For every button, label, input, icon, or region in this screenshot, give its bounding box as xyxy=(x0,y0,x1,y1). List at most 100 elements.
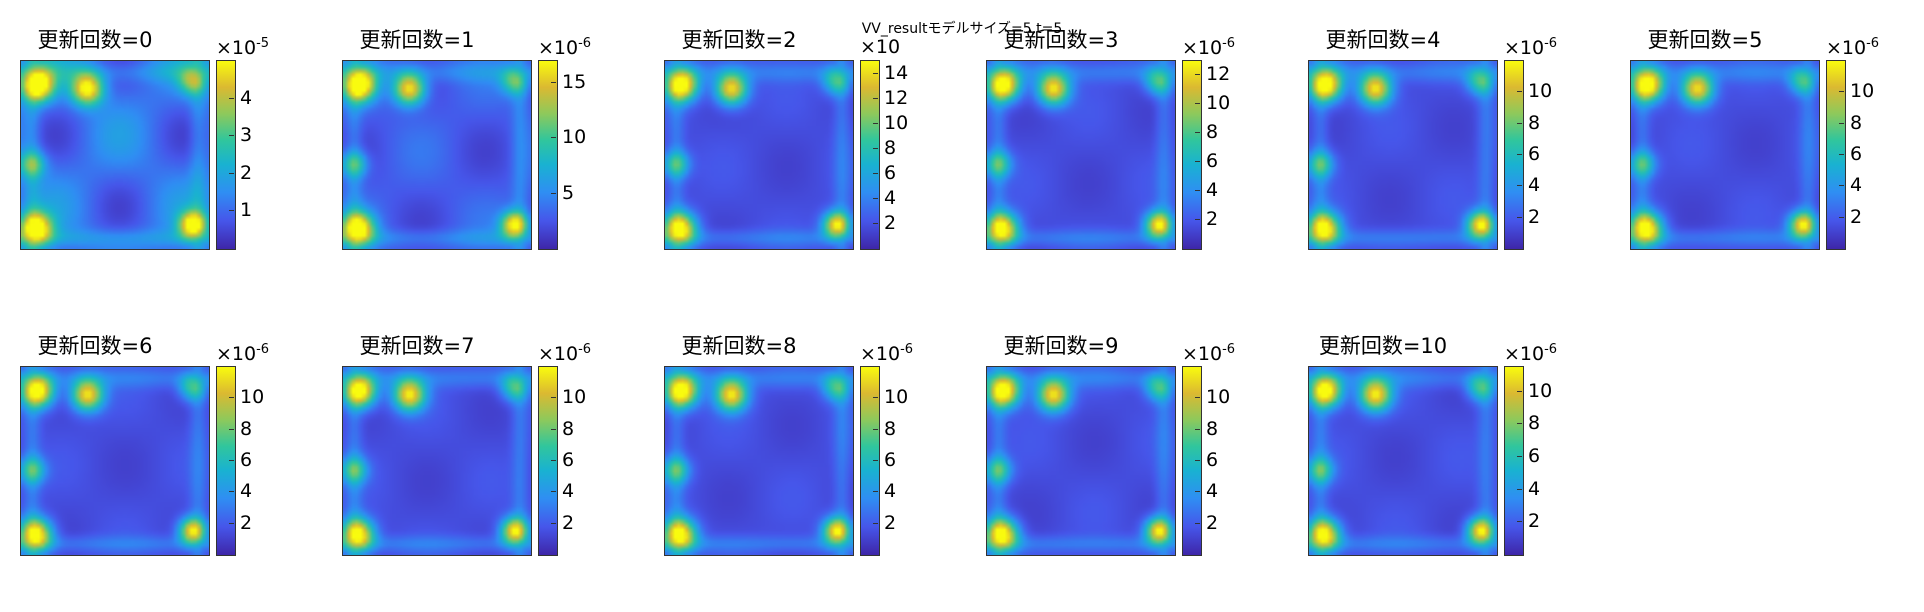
colorbar-scale-label: ×10-6 xyxy=(538,36,592,59)
colorbar-tick-label: 8 xyxy=(1528,111,1541,134)
colorbar-tick-mark xyxy=(1195,219,1200,221)
heatmap-panel: 更新回数=9 2 4 6 8 10 ×10-6 xyxy=(966,326,1266,566)
colorbar-tick-mark xyxy=(551,137,556,139)
heatmap-canvas xyxy=(987,61,1175,249)
colorbar-tick-mark xyxy=(1517,185,1522,187)
heatmap-canvas xyxy=(1309,61,1497,249)
colorbar-tick-mark xyxy=(873,397,878,399)
colorbar-tick-label: 10 xyxy=(562,386,587,409)
colorbar xyxy=(538,60,558,250)
colorbar-tick-label: 10 xyxy=(1528,379,1553,402)
colorbar-scale-exponent: -6 xyxy=(1544,36,1558,51)
colorbar-tick-mark xyxy=(1195,491,1200,493)
colorbar-tick-mark xyxy=(1517,122,1522,124)
colorbar-tick-mark xyxy=(1517,488,1522,490)
heatmap-panel: 更新回数=6 2 4 6 8 10 ×10-6 xyxy=(0,326,300,566)
colorbar-tick-mark xyxy=(873,97,878,99)
colorbar-tick-mark xyxy=(1517,521,1522,523)
colorbar-tick-mark xyxy=(229,97,234,99)
panel-title: 更新回数=5 xyxy=(1647,28,1763,52)
heatmap-image xyxy=(1308,60,1498,250)
panel-title: 更新回数=1 xyxy=(359,28,475,52)
colorbar-tick-mark xyxy=(1195,161,1200,163)
colorbar xyxy=(860,60,880,250)
colorbar-tick-mark xyxy=(873,147,878,149)
colorbar-tick-mark xyxy=(1195,132,1200,134)
colorbar-tick-label: 2 xyxy=(1528,510,1541,533)
colorbar xyxy=(1182,366,1202,556)
colorbar-tick-mark xyxy=(1195,397,1200,399)
colorbar-tick-label: 6 xyxy=(1528,143,1541,165)
colorbar xyxy=(1504,60,1524,250)
colorbar-tick-label: 4 xyxy=(884,480,897,503)
heatmap-panel: 更新回数=8 2 4 6 8 10 ×10-6 xyxy=(644,326,944,566)
panel-title: 更新回数=2 xyxy=(681,28,797,52)
heatmap-image xyxy=(20,60,210,250)
colorbar-scale-label: ×10-6 xyxy=(1182,342,1236,365)
colorbar-tick-mark xyxy=(873,222,878,224)
colorbar-tick-label: 6 xyxy=(1206,449,1219,471)
colorbar-tick-label: 8 xyxy=(562,417,575,440)
colorbar-tick-label: 4 xyxy=(240,86,253,109)
colorbar-tick-mark xyxy=(1517,423,1522,425)
colorbar-tick-mark xyxy=(873,491,878,493)
colorbar-scale-exponent: -6 xyxy=(256,342,270,357)
colorbar-tick-label: 10 xyxy=(1528,80,1553,103)
colorbar xyxy=(1826,60,1846,250)
colorbar-tick-mark xyxy=(1517,91,1522,93)
colorbar-tick-mark xyxy=(551,491,556,493)
panel-title: 更新回数=6 xyxy=(37,334,153,358)
colorbar-tick-label: 10 xyxy=(1206,386,1231,409)
colorbar-tick-label: 2 xyxy=(1528,205,1541,228)
colorbar-scale-exponent: -6 xyxy=(1222,36,1236,51)
colorbar-tick-label: 4 xyxy=(884,186,897,209)
heatmap-panel: 更新回数=10 2 4 6 8 10 ×10-6 xyxy=(1288,326,1588,566)
colorbar-tick-label: 8 xyxy=(884,417,897,440)
colorbar-scale-exponent: -6 xyxy=(1866,36,1880,51)
colorbar-tick-mark xyxy=(1517,154,1522,155)
heatmap-panel: 更新回数=4 2 4 6 8 10 ×10-6 xyxy=(1288,20,1588,260)
figure-suptitle: VV_resultモデルサイズ=5,t=5 xyxy=(861,21,1063,37)
colorbar-tick-label: 2 xyxy=(1206,511,1219,534)
heatmap-panel: 更新回数=0 1 2 3 4 ×10-5 xyxy=(0,20,300,260)
colorbar-tick-mark xyxy=(873,428,878,430)
colorbar-tick-label: 6 xyxy=(884,449,897,471)
colorbar-scale-exponent: -6 xyxy=(578,36,592,51)
heatmap-image xyxy=(986,366,1176,556)
colorbar-tick-label: 6 xyxy=(1850,143,1863,165)
colorbar-tick-label: 8 xyxy=(1850,111,1863,134)
colorbar-tick-label: 10 xyxy=(240,386,265,409)
heatmap-panel: 更新回数=3 2 4 6 8 10 12 ×10-6 xyxy=(966,20,1266,260)
colorbar-tick-mark xyxy=(229,491,234,493)
colorbar-tick-mark xyxy=(1839,185,1844,187)
colorbar-tick-label: 12 xyxy=(884,86,909,109)
colorbar-tick-label: 2 xyxy=(1206,208,1219,231)
colorbar-tick-mark xyxy=(1839,154,1844,155)
colorbar-tick-mark xyxy=(873,460,878,461)
heatmap-image xyxy=(664,366,854,556)
colorbar-tick-label: 8 xyxy=(1206,417,1219,440)
heatmap-panel: 更新回数=2 2 4 6 8 10 12 14 ×10 xyxy=(644,20,944,260)
colorbar-tick-mark xyxy=(1517,216,1522,218)
colorbar-tick-mark xyxy=(229,522,234,524)
colorbar-tick-mark xyxy=(1195,103,1200,105)
colorbar-tick-mark xyxy=(1839,91,1844,93)
colorbar-scale-label: ×10-6 xyxy=(1504,342,1558,365)
colorbar xyxy=(216,60,236,250)
colorbar-tick-label: 6 xyxy=(1206,150,1219,173)
colorbar-tick-mark xyxy=(873,522,878,524)
heatmap-image xyxy=(664,60,854,250)
heatmap-canvas xyxy=(987,367,1175,555)
colorbar-scale-label: ×10-6 xyxy=(1182,36,1236,59)
colorbar-tick-label: 15 xyxy=(562,71,587,94)
colorbar-tick-label: 1 xyxy=(240,199,253,222)
colorbar-tick-label: 6 xyxy=(562,449,575,471)
panel-title: 更新回数=3 xyxy=(1003,28,1119,52)
colorbar-tick-label: 4 xyxy=(1850,174,1863,197)
colorbar-scale-label: ×10 xyxy=(860,36,901,58)
colorbar-tick-mark xyxy=(229,397,234,399)
colorbar-scale-label: ×10-6 xyxy=(1504,36,1558,59)
colorbar-tick-label: 4 xyxy=(1206,179,1219,202)
heatmap-panel: 更新回数=7 2 4 6 8 10 ×10-6 xyxy=(322,326,622,566)
colorbar-tick-mark xyxy=(1195,428,1200,430)
